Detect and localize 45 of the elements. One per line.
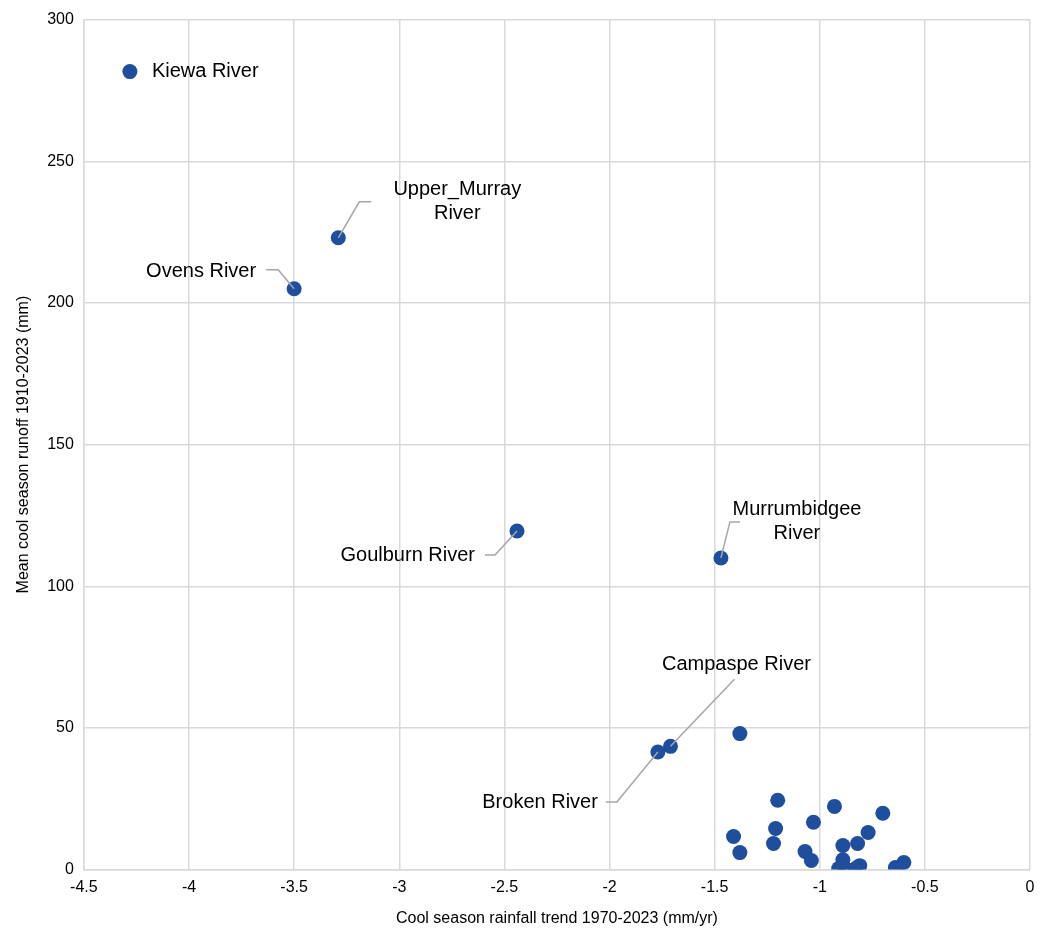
annotation: Upper_Murray River <box>393 177 522 224</box>
point <box>768 821 784 837</box>
annotation: Ovens River <box>146 259 257 282</box>
x-tick-label: -1 <box>812 877 827 895</box>
point <box>850 836 866 852</box>
y-tick-label: 250 <box>47 151 74 169</box>
point <box>732 845 748 861</box>
point <box>860 824 876 840</box>
point <box>803 853 819 869</box>
x-tick-label: -3.5 <box>280 877 309 895</box>
legend-label: Kiewa River <box>151 59 259 82</box>
point <box>835 838 851 854</box>
annotation: Murrumbidgee River <box>732 497 862 544</box>
x-tick-label: -3 <box>392 877 407 895</box>
y-axis-title: Mean cool season runoff 1910-2023 (mm) <box>14 295 32 594</box>
point <box>896 855 912 870</box>
y-tick-label: 300 <box>47 10 74 28</box>
point <box>805 814 821 830</box>
y-tick-label: 50 <box>56 718 74 736</box>
point <box>770 792 786 808</box>
annotation: Goulburn River <box>340 542 476 565</box>
point <box>875 805 891 821</box>
point <box>826 798 842 814</box>
x-tick-label: -1.5 <box>700 877 729 895</box>
point <box>330 230 346 246</box>
y-tick-label: 100 <box>47 576 74 594</box>
y-tick-label: 150 <box>47 435 74 453</box>
point <box>286 281 302 297</box>
annotation: Broken River <box>482 789 599 812</box>
point <box>509 523 525 539</box>
x-axis-title: Cool season rainfall trend 1970-2023 (mm/yr) <box>395 908 718 926</box>
x-tick-label: -0.5 <box>911 877 939 895</box>
point <box>662 738 678 754</box>
x-tick-label: -4 <box>181 877 197 895</box>
point <box>726 828 742 844</box>
point <box>766 836 781 852</box>
x-tick-label: -2.5 <box>490 877 519 895</box>
annotation: Campaspe River <box>662 651 812 674</box>
y-tick-label: 0 <box>64 860 74 878</box>
x-tick-label: 0 <box>1025 877 1035 895</box>
x-tick-label: -2 <box>602 877 617 895</box>
x-tick-label: -4.5 <box>70 877 98 895</box>
point <box>732 726 748 742</box>
y-tick-label: 200 <box>47 293 74 311</box>
point <box>713 550 729 566</box>
